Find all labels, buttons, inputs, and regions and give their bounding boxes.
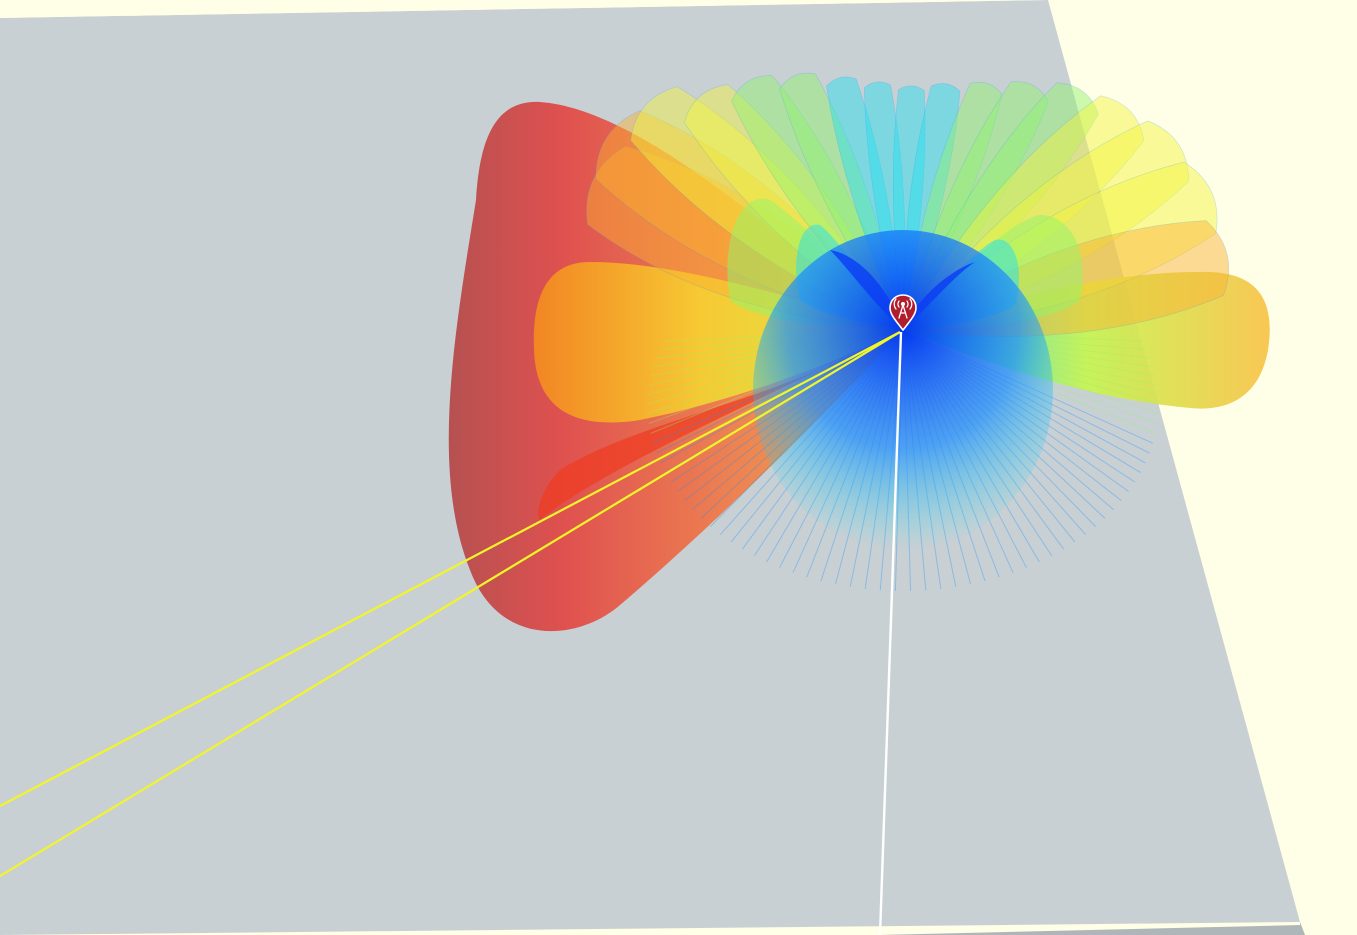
sky-strip (0, 0, 1048, 18)
ray-line (0, 331, 901, 877)
tower-antenna (900, 301, 906, 307)
ground-plane-edge (880, 922, 1305, 935)
propagation-rays (0, 331, 903, 935)
antenna-ground-line (878, 331, 903, 935)
signal-wave-right-outer (909, 298, 913, 310)
tower-leg (902, 304, 908, 319)
transmitter-marker[interactable] (889, 294, 917, 332)
pattern-core (753, 230, 1053, 550)
signal-wave-left (897, 300, 900, 308)
radiation-pattern (448, 72, 1270, 632)
core-lobe-left (830, 250, 903, 330)
ray-line (0, 331, 901, 807)
left-side-lobe (533, 262, 903, 423)
signal-wave-right (906, 300, 909, 308)
cell-tower-icon (893, 298, 913, 319)
signal-wave-left-outer (893, 298, 897, 310)
tower-leg (898, 304, 904, 319)
